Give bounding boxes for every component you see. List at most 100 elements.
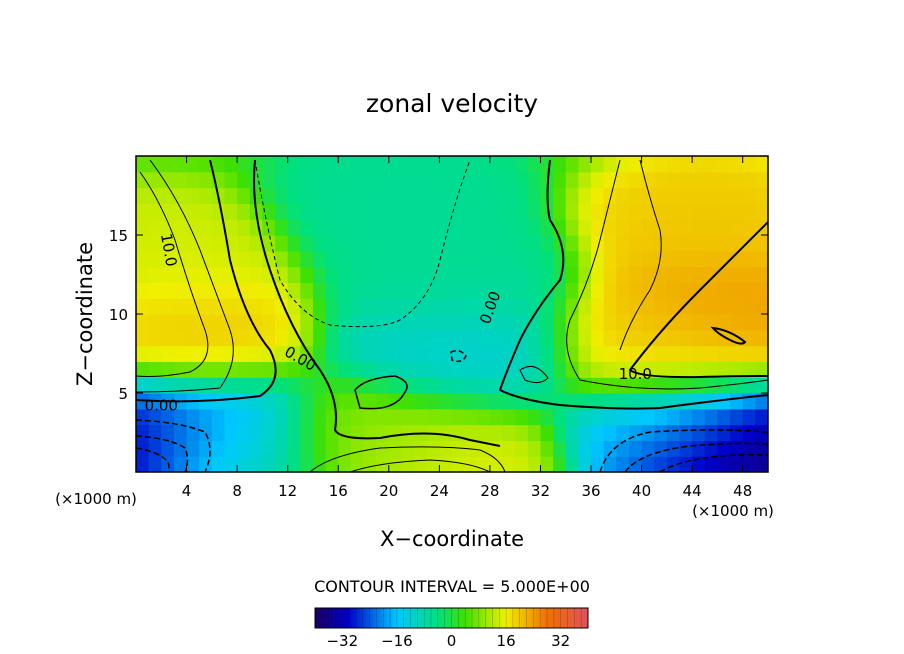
heatmap-cell [755,345,768,362]
heatmap-cell [426,329,440,347]
heatmap-cell [603,408,617,426]
y-axis-ticks: 5 10 15 [109,227,768,403]
heatmap-cell [350,377,365,394]
heatmap-cell [692,424,706,441]
colorbar-tick-label: 16 [497,632,516,650]
heatmap-cell [565,219,579,236]
heatmap-cell [666,408,681,426]
heatmap-cell [173,456,188,472]
heatmap-cell [616,203,630,220]
heatmap-cell [692,361,706,378]
heatmap-cell [628,298,643,315]
heatmap-cell [527,329,542,347]
heatmap-cell [679,219,693,236]
heatmap-cell [350,329,365,347]
heatmap-cell [628,203,643,220]
heatmap-cell [414,314,428,331]
heatmap-cell [224,203,238,220]
colorbar-tick-label: 0 [447,632,457,650]
heatmap-cell [186,235,200,252]
heatmap-cell [477,424,491,441]
heatmap-cell [464,329,478,347]
heatmap-cell [224,377,238,394]
y-axis-label: Z−coordinate [73,242,97,386]
heatmap-cell [376,345,390,362]
heatmap-cell [679,424,693,441]
heatmap-cell [641,235,655,252]
heatmap-cell [666,219,681,236]
heatmap-cell [489,187,504,204]
contour-positive-bottom [309,446,506,472]
heatmap-cell [148,329,162,347]
heatmap-cell [578,345,592,362]
heatmap-cell [439,298,453,315]
heatmap-cell [136,329,150,347]
heatmap-cell [591,235,605,252]
heatmap-cell [414,250,428,268]
heatmap-cell [553,282,567,299]
heatmap-cell [616,345,630,362]
heatmap-cell [628,282,643,299]
heatmap-cell [376,171,390,189]
heatmap-cell [654,408,668,426]
heatmap-cell [148,156,162,173]
heatmap-cell [312,424,327,441]
heatmap-cell [704,171,719,189]
heatmap-cell [553,393,567,410]
heatmap-cell [161,377,175,394]
heatmap-cell [338,361,352,378]
heatmap-cell [439,171,453,189]
heatmap-cell [477,266,491,283]
heatmap-cell [161,250,175,268]
heatmap-cell [287,203,301,220]
heatmap-cell [350,235,365,252]
heatmap-cell [477,314,491,331]
heatmap-cell [224,440,238,457]
heatmap-cell [553,345,567,362]
heatmap-cell [312,282,327,299]
heatmap-cell [338,440,352,457]
heatmap-cell [401,440,415,457]
heatmap-cell [527,361,542,378]
heatmap-cell [237,266,251,283]
heatmap-cell [426,156,440,173]
heatmap-cell [136,345,150,362]
heatmap-cell [312,187,327,204]
heatmap-cell [414,329,428,347]
heatmap-cell [262,156,276,173]
heatmap-cell [704,424,719,441]
heatmap-cell [540,440,554,457]
heatmap-cell [199,329,213,347]
heatmap-cell [211,219,226,236]
heatmap-cell [199,250,213,268]
heatmap-cell [338,345,352,362]
heatmap-cell [439,266,453,283]
heatmap-cell [692,393,706,410]
heatmap-cell [616,329,630,347]
heatmap-cell [224,408,238,426]
heatmap-cell [489,329,504,347]
heatmap-cell [654,203,668,220]
heatmap-cell [439,314,453,331]
heatmap-cell [173,266,188,283]
heatmap-cell [565,377,579,394]
heatmap-cell [173,298,188,315]
heatmap-cell [540,203,554,220]
heatmap-cell [148,266,162,283]
heatmap-cell [717,424,731,441]
heatmap-cell [426,345,440,362]
heatmap-cell [211,282,226,299]
heatmap-cell [540,219,554,236]
contour-line-0-right [498,159,768,410]
heatmap-cell [300,250,314,268]
heatmap-cell [161,171,175,189]
heatmap-cell [654,440,668,457]
heatmap-cell [628,377,643,394]
heatmap-cell [515,250,529,268]
contour-label: 10.0 [619,365,652,383]
heatmap-cell [275,250,289,268]
heatmap-cell [477,219,491,236]
heatmap-cell [439,329,453,347]
heatmap-cell [287,456,301,472]
heatmap-cell [591,408,605,426]
